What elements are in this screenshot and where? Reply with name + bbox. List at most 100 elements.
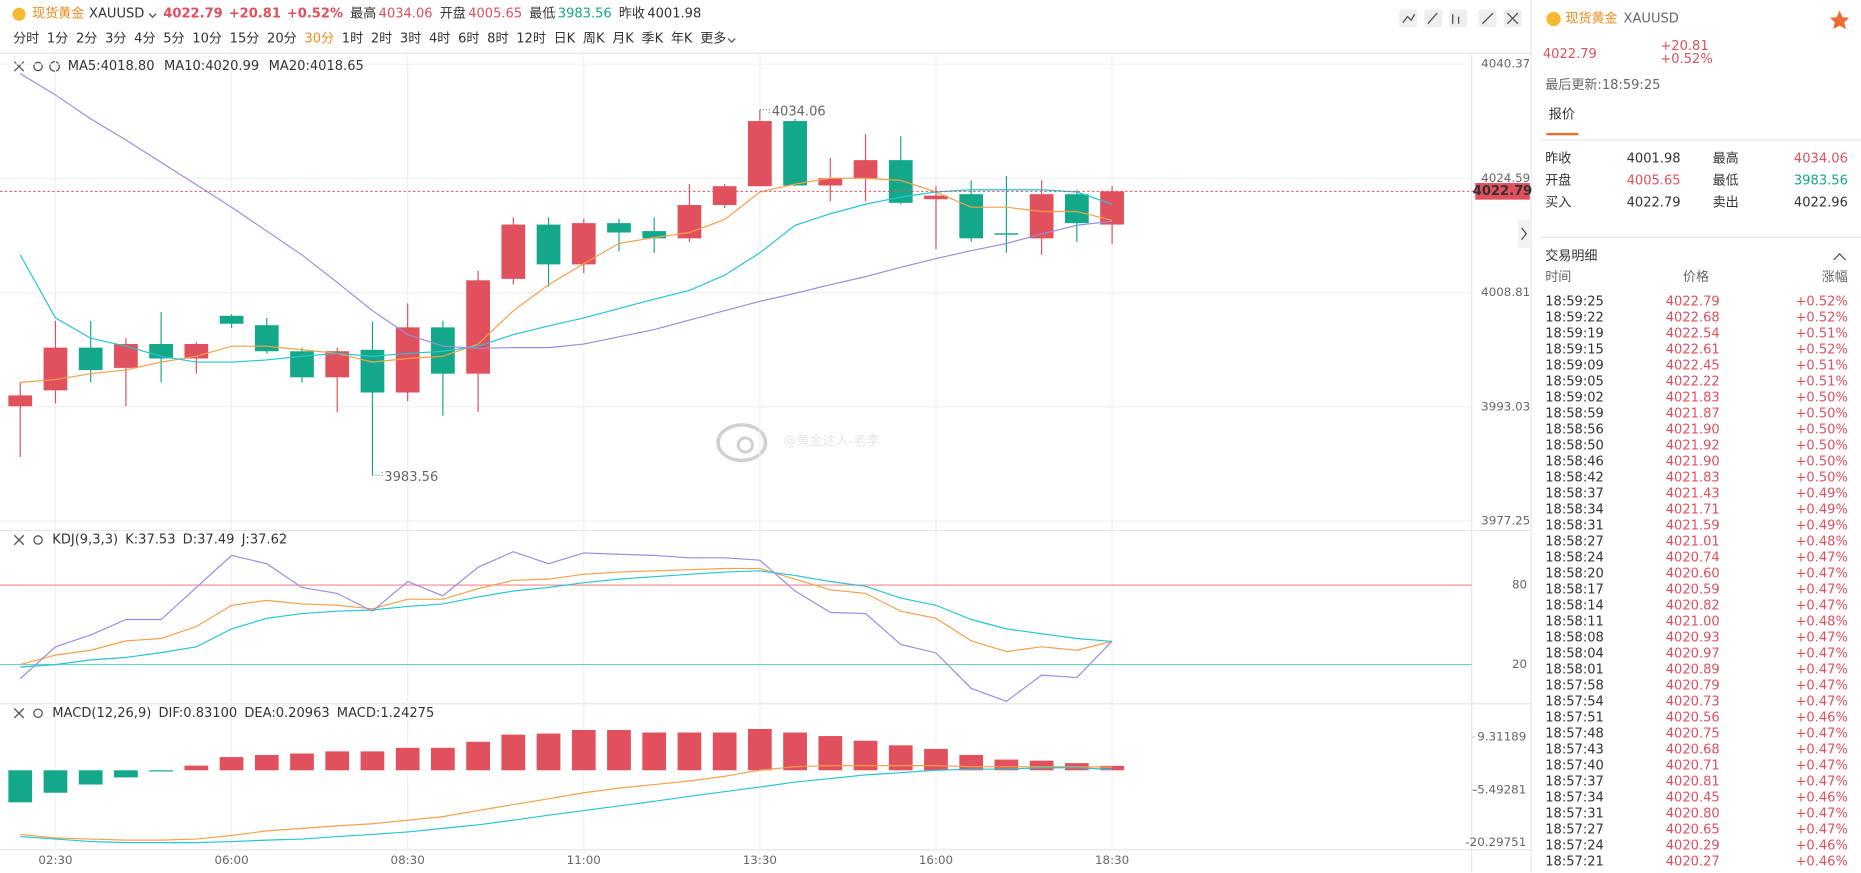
trade-time: 18:58:50 [1545,439,1604,454]
trade-change: +0.52% [1795,295,1847,310]
trade-time: 18:57:31 [1545,806,1604,821]
trade-time: 18:58:42 [1545,471,1604,486]
period-tab[interactable]: 10分 [192,32,222,47]
indicator-legend: K:37.53 [125,532,175,547]
tab[interactable]: 报价 [1549,108,1575,123]
period-tab[interactable]: 4时 [429,32,450,47]
trade-price: 4021.01 [1666,535,1720,550]
collapse-caret[interactable] [1833,253,1846,261]
quote-value: 4022.79 [1627,195,1681,210]
stat-value: 4001.98 [647,7,701,22]
x-tick-label: 16:00 [919,853,953,867]
y-tick-label: 20 [1512,657,1527,671]
period-tab[interactable]: 1时 [342,32,363,47]
trade-price: 4020.27 [1666,854,1720,869]
settings-icon[interactable] [33,708,43,719]
period-tab[interactable]: 20分 [267,32,297,47]
period-tab[interactable]: 6时 [458,32,479,47]
period-tab[interactable]: 季K [642,32,664,47]
macd-bar [536,733,561,771]
period-tab[interactable]: 5分 [163,32,184,47]
quote-label: 最高 [1713,151,1739,167]
trade-price: 4020.89 [1666,662,1720,677]
trade-time: 18:58:34 [1545,503,1604,518]
period-tab[interactable]: 3分 [105,32,126,47]
y-tick-label: 9.31189 [1477,730,1526,744]
trade-price: 4022.22 [1666,375,1720,390]
visibility-icon[interactable] [49,61,61,72]
tool-icon [1402,12,1519,25]
macd-bar [959,754,984,771]
macd-line [20,767,1113,844]
trade-change: +0.50% [1795,391,1847,406]
macd-bar [712,732,737,771]
period-tab[interactable]: 2分 [76,32,97,47]
close-icon[interactable] [13,61,25,719]
indicator-title: MACD(12,26,9) [52,706,151,721]
ma-legend: MA20:4018.65 [269,59,364,74]
trade-change: +0.47% [1795,678,1847,693]
favorite-star[interactable] [1830,10,1850,30]
candle-body [1100,191,1124,225]
trade-change: +0.52% [1795,343,1847,358]
y-tick-label: 3977.25 [1481,513,1530,527]
x-tick-label: 11:00 [567,853,601,867]
trade-price: 4022.68 [1666,311,1720,326]
trade-time: 18:57:58 [1545,678,1604,693]
trade-price: 4020.81 [1666,774,1720,789]
kdj-line [20,567,1113,666]
trade-time: 18:59:02 [1545,391,1604,406]
period-tab[interactable]: 15分 [230,32,260,47]
trade-change: +0.47% [1795,598,1847,613]
period-tab[interactable]: 更多 [700,31,726,47]
trade-change: +0.51% [1795,375,1847,390]
gold-icon [12,7,26,21]
period-tab[interactable]: 30分 [304,32,334,47]
trade-price: 4020.56 [1666,710,1720,725]
side-toggle[interactable] [1517,219,1532,249]
quote-label: 开盘 [1545,172,1571,188]
macd-bar [642,732,667,771]
section-title: 交易明细 [1545,248,1597,264]
change: +20.81 [1660,39,1708,54]
macd-bar [8,770,33,803]
candle-body [748,121,772,187]
x-tick-label: 02:30 [38,853,72,867]
trade-time: 18:58:59 [1545,407,1604,422]
period-tab[interactable]: 日K [554,32,576,47]
candle-body [642,231,667,239]
trade-time: 18:58:56 [1545,423,1604,438]
toolbar[interactable] [1399,9,1522,28]
trade-price: 4021.92 [1666,439,1720,454]
trade-change: +0.49% [1795,519,1847,534]
trade-price: 4020.68 [1666,742,1720,757]
period-tab[interactable]: 年K [671,32,693,47]
y-tick-label: 4008.81 [1481,285,1530,299]
period-tab[interactable]: 2时 [371,32,392,47]
candle-body [78,347,103,371]
period-tab[interactable]: 12时 [516,32,546,47]
trade-price: 4021.90 [1666,455,1720,470]
period-tab[interactable]: 1分 [47,32,68,47]
extreme-marker [372,470,383,476]
period-tab[interactable]: 分时 [13,32,39,47]
trade-change: +0.47% [1795,774,1847,789]
trade-change: +0.50% [1795,407,1847,422]
candle-body [43,347,68,391]
extreme-label: 4034.06 [772,105,826,120]
big-price: 4022.79 [1543,47,1597,62]
macd-bar [466,741,490,771]
period-tab[interactable]: 4分 [134,32,155,47]
trade-time: 18:58:24 [1545,551,1604,566]
period-tab[interactable]: 周K [583,32,605,47]
trade-price: 4020.71 [1666,758,1720,773]
settings-icon[interactable] [33,535,43,545]
tool-button[interactable] [1399,9,1418,28]
period-tab[interactable]: 3时 [400,32,421,47]
trade-change: +0.47% [1795,806,1847,821]
last-updated: 最后更新:18:59:25 [1545,77,1660,93]
settings-icon[interactable] [33,61,43,72]
period-tab[interactable]: 8时 [487,32,508,47]
period-tab[interactable]: 月K [612,32,634,47]
